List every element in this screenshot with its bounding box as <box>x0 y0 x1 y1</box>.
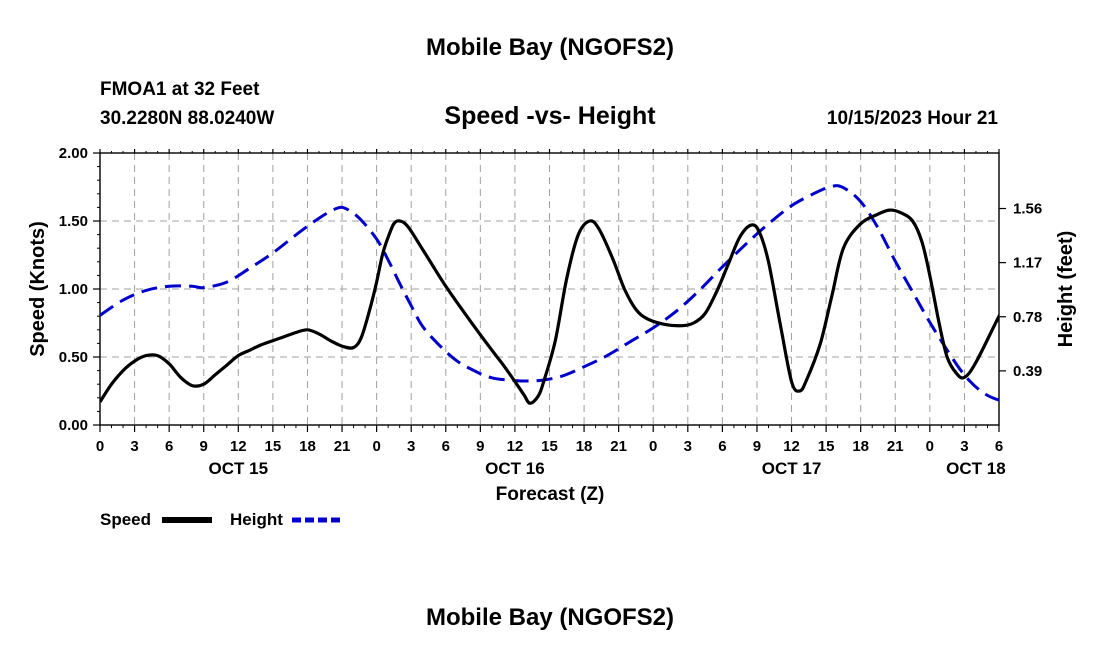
x-tick-label: 21 <box>334 438 351 455</box>
legend-speed-label: Speed <box>100 510 151 529</box>
x-tick-label: 15 <box>818 438 835 455</box>
y2-axis-label: Height (feet) <box>1055 231 1077 348</box>
chart-subtitle: Speed -vs- Height <box>444 102 656 130</box>
y-tick-label: 0.50 <box>59 349 88 366</box>
x-tick-label: 3 <box>684 438 692 455</box>
x-tick-label: 3 <box>960 438 968 455</box>
grid <box>100 153 999 425</box>
chart-title: Mobile Bay (NGOFS2) <box>426 34 674 61</box>
day-label: OCT 18 <box>946 459 1006 478</box>
y2-tick-label: 0.39 <box>1013 363 1042 380</box>
x-tick-label: 18 <box>299 438 316 455</box>
day-label: OCT 16 <box>485 459 545 478</box>
y2-tick-label: 0.78 <box>1013 309 1042 326</box>
series-line-speed <box>100 208 999 405</box>
x-tick-label: 0 <box>649 438 657 455</box>
x-tick-label: 12 <box>230 438 247 455</box>
datetime-label: 10/15/2023 Hour 21 <box>827 108 999 129</box>
x-tick-label: 21 <box>610 438 627 455</box>
x-tick-label: 9 <box>476 438 484 455</box>
day-label: OCT 15 <box>209 459 269 478</box>
x-tick-label: 6 <box>718 438 726 455</box>
series-line-height <box>100 184 999 402</box>
x-tick-label: 12 <box>783 438 800 455</box>
legend: Speed Height <box>100 510 342 529</box>
y-tick-label: 0.00 <box>59 417 88 434</box>
x-tick-label: 15 <box>265 438 282 455</box>
series-group <box>100 184 999 405</box>
x-tick-label: 6 <box>165 438 173 455</box>
x-tick-label: 0 <box>372 438 380 455</box>
x-tick-label: 18 <box>576 438 593 455</box>
x-tick-label: 6 <box>995 438 1003 455</box>
y-tick-label: 2.00 <box>59 145 88 162</box>
x-tick-label: 3 <box>407 438 415 455</box>
y-tick-label: 1.50 <box>59 213 88 230</box>
x-tick-label: 15 <box>541 438 558 455</box>
x-tick-label: 12 <box>507 438 524 455</box>
x-tick-label: 18 <box>852 438 869 455</box>
x-tick-label: 6 <box>442 438 450 455</box>
x-tick-label: 9 <box>200 438 208 455</box>
axis-ticks: 0 3 6 9 12 15 18 21 0 3 6 9 12 15 18 21 0 3 6 9 12 15 18 21 0 3 6 O… <box>59 145 1042 478</box>
plot-frame <box>99 152 1000 426</box>
x-tick-label: 0 <box>926 438 934 455</box>
y-tick-label: 1.00 <box>59 281 88 298</box>
legend-height-label: Height <box>230 510 283 529</box>
y-axis-label: Speed (Knots) <box>27 221 49 357</box>
coords-label: 30.2280N 88.0240W <box>100 108 274 129</box>
footer-title: Mobile Bay (NGOFS2) <box>426 604 674 631</box>
x-tick-label: 0 <box>96 438 104 455</box>
day-label: OCT 17 <box>762 459 822 478</box>
x-axis-label: Forecast (Z) <box>496 484 605 505</box>
station-label: FMOA1 at 32 Feet <box>100 79 260 100</box>
y2-tick-label: 1.56 <box>1013 201 1042 218</box>
x-tick-label: 3 <box>130 438 138 455</box>
y2-tick-label: 1.17 <box>1013 255 1042 272</box>
x-tick-label: 21 <box>887 438 904 455</box>
x-tick-label: 9 <box>753 438 761 455</box>
